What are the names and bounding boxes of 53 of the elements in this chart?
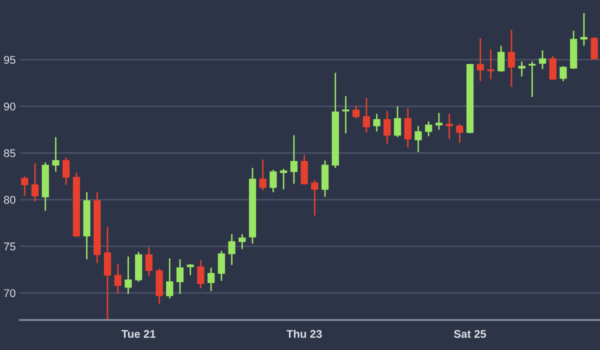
candlestick (280, 168, 288, 190)
y-tick-label: 75 (4, 242, 16, 250)
candlestick (476, 38, 484, 82)
candlestick (62, 156, 70, 186)
candlestick (104, 226, 112, 320)
candlestick (52, 136, 60, 172)
y-tick-label: 90 (4, 102, 16, 110)
candlestick (549, 55, 556, 80)
candlestick (311, 179, 318, 216)
candlestick (21, 176, 28, 197)
candlestick (487, 48, 494, 80)
candlestick (404, 108, 412, 148)
candlestick (580, 12, 588, 46)
candlestick (590, 36, 598, 60)
candlestick (114, 263, 122, 295)
candlestick (362, 97, 370, 134)
candlestick (498, 45, 505, 73)
candlestick (228, 233, 236, 266)
candlestick (176, 258, 184, 295)
candlestick (435, 112, 443, 130)
candlestick (342, 95, 350, 134)
candlestick (270, 169, 277, 193)
x-tick-label: Tue 21 (122, 330, 156, 338)
y-tick-label: 80 (4, 196, 16, 204)
candlestick (124, 256, 132, 295)
candlestick (259, 158, 266, 192)
candlestick (352, 104, 360, 120)
candlestick (425, 120, 432, 137)
candlestick (218, 250, 226, 282)
y-tick-label: 85 (4, 149, 16, 158)
candlestick (384, 110, 391, 144)
y-tick-label: 70 (4, 289, 16, 298)
y-tick-label: 95 (4, 56, 16, 64)
candlestick (197, 260, 204, 289)
x-tick-label: Sat 25 (454, 330, 486, 338)
candlestick (238, 233, 246, 250)
candlestick (414, 125, 422, 153)
candlestick (186, 263, 194, 276)
candlestick (508, 29, 516, 88)
candlestick (456, 123, 464, 144)
candlestick (394, 106, 402, 138)
candlestick (290, 134, 298, 184)
candlestick (166, 258, 174, 300)
candlestick (373, 113, 380, 132)
candlestick (446, 113, 453, 140)
candlestick (31, 162, 39, 202)
candlestick (145, 246, 153, 277)
candlestick (538, 50, 546, 70)
candlestick (518, 60, 526, 78)
candlestick (300, 154, 308, 186)
candlestick (208, 267, 215, 292)
candlestick (560, 66, 567, 82)
x-tick-label: Thu 23 (286, 330, 322, 338)
